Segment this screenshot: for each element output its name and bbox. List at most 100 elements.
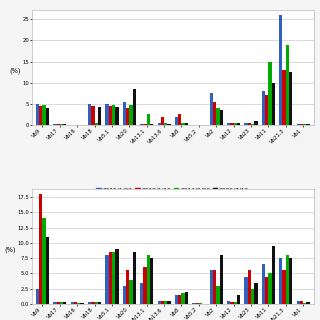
Bar <box>150 124 153 125</box>
Bar <box>286 255 289 304</box>
Bar <box>300 124 303 125</box>
Bar <box>289 258 292 304</box>
Bar <box>254 121 258 125</box>
Bar <box>91 106 95 125</box>
Bar <box>272 83 275 125</box>
Bar <box>175 295 178 304</box>
Legend: 2015/1/22, 2018/1/19, 2013/2/20, 2020/7/12: 2015/1/22, 2018/1/19, 2013/2/20, 2020/7/… <box>95 186 250 194</box>
Bar <box>303 303 307 304</box>
Bar <box>199 303 202 304</box>
Bar <box>185 292 188 304</box>
Bar <box>192 303 196 304</box>
Bar <box>289 72 292 125</box>
Bar <box>297 301 300 304</box>
Bar <box>268 62 272 125</box>
Bar <box>129 105 133 125</box>
Bar <box>303 124 307 125</box>
Bar <box>126 270 129 304</box>
Bar <box>181 293 185 304</box>
Bar <box>39 106 43 125</box>
Bar <box>77 303 81 304</box>
Bar <box>126 108 129 125</box>
Bar <box>213 270 216 304</box>
Bar <box>220 110 223 125</box>
Bar <box>234 123 237 125</box>
Bar <box>133 89 136 125</box>
Bar <box>283 70 286 125</box>
Bar <box>115 107 119 125</box>
Y-axis label: (%): (%) <box>10 67 21 74</box>
Bar <box>95 123 98 125</box>
Bar <box>178 115 181 125</box>
Bar <box>98 302 101 304</box>
Bar <box>109 252 112 304</box>
Bar <box>175 116 178 125</box>
Bar <box>230 302 234 304</box>
Bar <box>286 45 289 125</box>
Bar <box>129 280 133 304</box>
Y-axis label: (%): (%) <box>4 246 16 253</box>
Bar <box>157 301 161 304</box>
Bar <box>297 124 300 125</box>
Bar <box>220 255 223 304</box>
Bar <box>181 123 185 125</box>
Bar <box>230 123 234 125</box>
Bar <box>300 301 303 304</box>
Bar <box>272 246 275 304</box>
Bar <box>150 258 153 304</box>
Bar <box>157 123 161 125</box>
Bar <box>196 303 199 304</box>
Bar <box>244 123 248 125</box>
Bar <box>112 105 115 125</box>
Bar <box>57 301 60 304</box>
Bar <box>237 295 240 304</box>
Bar <box>279 15 283 125</box>
Bar <box>91 302 95 304</box>
Bar <box>88 104 91 125</box>
Bar <box>262 91 265 125</box>
Bar <box>140 283 143 304</box>
Bar <box>178 295 181 304</box>
Bar <box>244 276 248 304</box>
Bar <box>268 274 272 304</box>
Bar <box>307 124 310 125</box>
Bar <box>123 286 126 304</box>
Bar <box>60 124 63 125</box>
Bar <box>251 124 254 125</box>
Bar <box>248 270 251 304</box>
Bar <box>147 115 150 125</box>
Bar <box>248 123 251 125</box>
Bar <box>279 258 283 304</box>
Bar <box>167 301 171 304</box>
Bar <box>227 123 230 125</box>
Bar <box>254 283 258 304</box>
Bar <box>210 270 213 304</box>
Bar <box>161 301 164 304</box>
Bar <box>213 102 216 125</box>
Bar <box>57 124 60 125</box>
Bar <box>143 124 147 125</box>
Bar <box>210 93 213 125</box>
Bar <box>185 123 188 125</box>
Bar <box>265 95 268 125</box>
Bar <box>133 252 136 304</box>
Bar <box>123 102 126 125</box>
Bar <box>265 276 268 304</box>
Bar <box>112 252 115 304</box>
Bar <box>147 255 150 304</box>
Bar <box>98 107 101 125</box>
Bar <box>164 123 167 125</box>
Bar <box>105 255 109 304</box>
Bar <box>251 289 254 304</box>
Bar <box>216 108 220 125</box>
Bar <box>161 116 164 125</box>
Bar <box>74 302 77 304</box>
Bar <box>36 289 39 304</box>
Bar <box>43 105 46 125</box>
Bar <box>216 286 220 304</box>
Bar <box>43 219 46 304</box>
Bar <box>95 302 98 304</box>
Bar <box>307 301 310 304</box>
Bar <box>105 104 109 125</box>
Bar <box>71 302 74 304</box>
